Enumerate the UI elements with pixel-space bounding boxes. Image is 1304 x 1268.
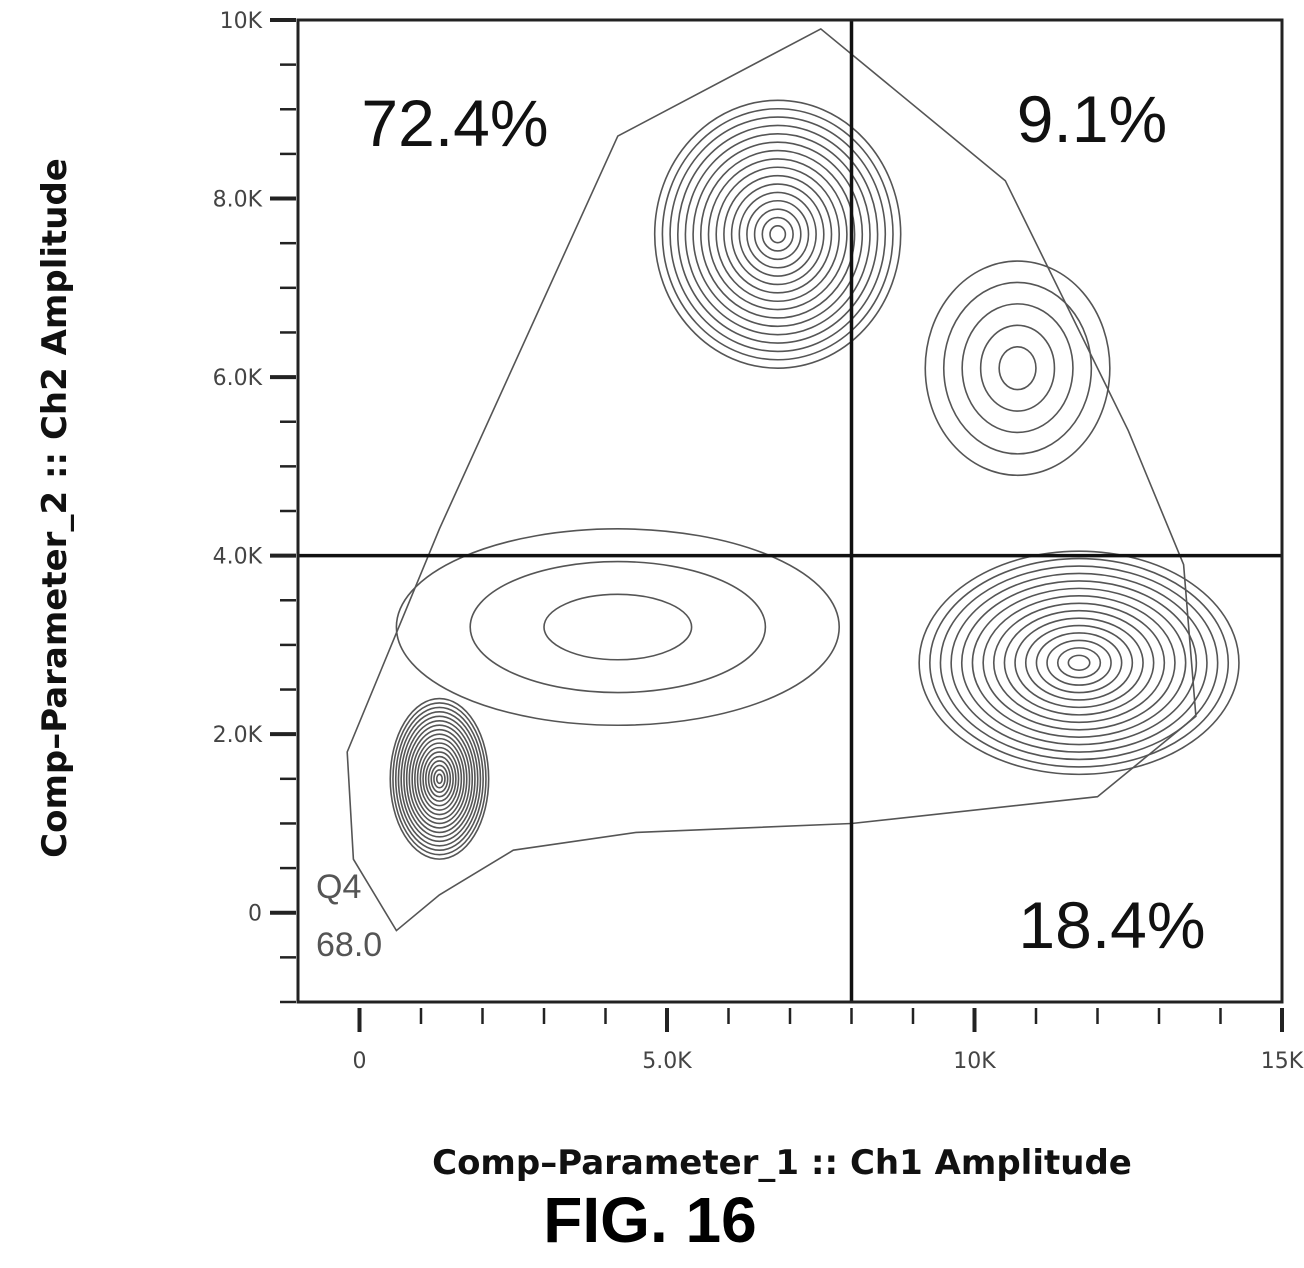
contour-ring-1-7 xyxy=(723,174,833,294)
contour-ring-0-4 xyxy=(427,760,452,798)
contour-ring-2-4 xyxy=(1035,632,1123,694)
contour-ring-2-5 xyxy=(1024,624,1134,701)
contour-ring-2-1 xyxy=(1067,654,1091,671)
y-tick-label: 10K xyxy=(220,9,263,34)
quadrant-gates xyxy=(298,20,1282,1002)
contour-ring-2-8 xyxy=(992,602,1166,724)
contour-ring-2-12 xyxy=(950,572,1208,753)
contour-ring-2-9 xyxy=(982,594,1176,731)
contour-ring-2-3 xyxy=(1046,639,1112,686)
contour-ring-1-14 xyxy=(669,116,887,353)
contour-ring-1-8 xyxy=(715,166,841,303)
contour-ring-2-15 xyxy=(918,550,1240,776)
contour-ring-0-5 xyxy=(424,755,454,802)
contour-ring-0-8 xyxy=(416,742,463,816)
contour-ring-1-2 xyxy=(761,216,794,252)
contour-ring-1-11 xyxy=(692,141,864,328)
y-tick-label: 2.0K xyxy=(213,723,263,748)
contour-ring-0-18 xyxy=(389,697,490,860)
contour-ring-0-11 xyxy=(408,728,471,829)
quadrant-lower-left-value: 68.0 xyxy=(316,926,382,964)
contour-ring-0-15 xyxy=(397,711,482,847)
contour-ring-0-7 xyxy=(419,746,460,811)
contour-ring-2-13 xyxy=(939,565,1219,761)
contour-ring-1-4 xyxy=(746,199,810,269)
contour-ring-0-12 xyxy=(405,724,474,834)
contour-ring-1-1 xyxy=(769,225,787,244)
x-tick-label: 0 xyxy=(353,1049,367,1074)
contour-ring-0-3 xyxy=(430,764,449,794)
x-tick-label: 10K xyxy=(953,1049,996,1074)
contour-ring-0-9 xyxy=(414,737,465,820)
contour-ring-0-14 xyxy=(400,715,479,843)
quadrant-lower-right-label: 18.4% xyxy=(1018,888,1205,962)
contour-ring-2-10 xyxy=(971,587,1187,738)
contour-ring-3-3 xyxy=(961,303,1074,434)
contour-envelope xyxy=(346,27,1197,932)
contour-ring-0-16 xyxy=(394,706,484,852)
contour-ring-1-9 xyxy=(707,158,848,311)
contour-ring-0-13 xyxy=(403,720,476,838)
contour-ring-1-12 xyxy=(684,133,871,336)
quadrant-lower-left-name: Q4 xyxy=(316,868,361,906)
quadrant-upper-left-label: 72.4% xyxy=(361,86,548,160)
contour-ring-1-6 xyxy=(730,183,825,286)
x-axis-title: Comp–Parameter_1 :: Ch1 Amplitude xyxy=(432,1143,1132,1183)
y-axis-title: Comp–Parameter_2 :: Ch2 Amplitude xyxy=(35,158,75,858)
contour-ring-4-1 xyxy=(543,593,693,661)
contour-ring-1-3 xyxy=(753,208,802,261)
contour-ring-2-7 xyxy=(1003,609,1155,716)
contour-ring-3-1 xyxy=(998,345,1037,391)
contour-ring-1-13 xyxy=(676,124,879,344)
contour-ring-3-4 xyxy=(942,281,1093,455)
contour-ring-0-6 xyxy=(422,751,457,807)
contour-ring-2-14 xyxy=(929,557,1230,768)
contour-ring-3-5 xyxy=(924,260,1111,477)
y-tick-label: 4.0K xyxy=(213,545,263,570)
x-axis: 0 5.0K 10K 15K xyxy=(353,1008,1304,1074)
contour-lines xyxy=(346,27,1240,932)
contour-ring-0-2 xyxy=(433,769,446,789)
contour-ring-1-16 xyxy=(653,99,902,369)
contour-ring-1-5 xyxy=(738,191,817,277)
contour-ring-0-17 xyxy=(392,702,487,856)
y-tick-label: 0 xyxy=(248,902,262,927)
contour-ring-2-11 xyxy=(960,580,1198,746)
y-tick-label: 8.0K xyxy=(213,188,263,213)
plot-frame xyxy=(296,18,1284,1004)
contour-ring-0-1 xyxy=(435,773,443,785)
figure-caption: FIG. 16 xyxy=(543,1184,756,1256)
contour-ring-4-2 xyxy=(469,560,767,694)
contour-ring-0-10 xyxy=(411,733,468,825)
contour-ring-4-3 xyxy=(395,528,840,727)
y-axis: 0 2.0K 4.0K 6.0K 8.0K 10K xyxy=(213,9,296,1004)
contour-ring-1-10 xyxy=(699,149,856,319)
x-tick-label: 15K xyxy=(1261,1049,1304,1074)
contour-ring-1-15 xyxy=(661,107,894,361)
contour-ring-3-2 xyxy=(979,324,1056,412)
x-tick-label: 5.0K xyxy=(642,1049,692,1074)
quadrant-upper-right-label: 9.1% xyxy=(1017,82,1167,156)
contour-ring-2-6 xyxy=(1014,617,1144,709)
contour-ring-2-2 xyxy=(1056,647,1102,679)
y-tick-label: 6.0K xyxy=(213,366,263,391)
